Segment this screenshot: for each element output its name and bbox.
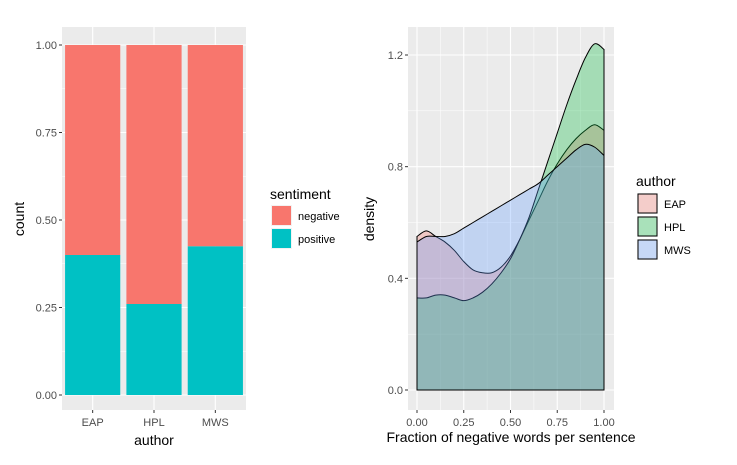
density-chart-y-ticks: 0.0 0.4 0.8 1.2 bbox=[388, 50, 408, 397]
x-tick-label: MWS bbox=[202, 417, 229, 429]
y-tick-label: 0.75 bbox=[36, 128, 57, 140]
legend-label-hpl: HPL bbox=[664, 222, 685, 234]
bar-chart-bars bbox=[65, 45, 243, 395]
bar-negative-eap bbox=[65, 45, 121, 255]
author-legend-title: author bbox=[636, 173, 676, 189]
density-chart-x-title: Fraction of negative words per sentence bbox=[386, 429, 635, 445]
x-tick-label: 1.00 bbox=[593, 417, 614, 429]
bar-chart-x-title: author bbox=[134, 432, 174, 448]
legend-key-positive bbox=[272, 229, 291, 248]
x-tick-label: 0.50 bbox=[500, 417, 521, 429]
x-tick-label: 0.25 bbox=[453, 417, 474, 429]
y-tick-label: 0.25 bbox=[36, 303, 57, 315]
bar-positive-hpl bbox=[126, 304, 182, 395]
bar-negative-mws bbox=[187, 45, 243, 247]
legend-key-bg bbox=[637, 216, 658, 237]
legend-label-negative: negative bbox=[298, 211, 340, 223]
y-tick-label: 1.2 bbox=[388, 50, 403, 62]
legend-key-hpl bbox=[637, 216, 658, 237]
bar-negative-hpl bbox=[126, 45, 182, 304]
density-chart-x-ticks: 0.00 0.25 0.50 0.75 1.00 bbox=[406, 410, 615, 429]
density-area-hpl bbox=[416, 43, 605, 391]
density-area-mws bbox=[416, 143, 605, 391]
legend-key-mws bbox=[637, 239, 658, 260]
y-tick-label: 0.8 bbox=[388, 162, 403, 174]
legend-label-mws: MWS bbox=[664, 245, 691, 257]
y-tick-label: 0.50 bbox=[36, 215, 57, 227]
y-tick-label: 0.4 bbox=[388, 273, 403, 285]
sentiment-legend: sentiment negative positive bbox=[270, 186, 340, 249]
x-tick-label: 0.75 bbox=[547, 417, 568, 429]
legend-key-eap bbox=[637, 193, 658, 214]
density-chart-y-title: density bbox=[361, 197, 377, 241]
author-legend: author EAP HPL MWS bbox=[636, 173, 691, 260]
bar-chart-x-ticks: EAP HPL MWS bbox=[82, 410, 229, 429]
legend-key-bg bbox=[637, 193, 658, 214]
bar-chart-y-ticks: 0.00 0.25 0.50 0.75 1.00 bbox=[36, 40, 62, 402]
legend-label-eap: EAP bbox=[664, 199, 686, 211]
bar-positive-mws bbox=[187, 246, 243, 395]
x-tick-label: HPL bbox=[143, 417, 164, 429]
x-tick-label: 0.00 bbox=[406, 417, 427, 429]
bar-positive-eap bbox=[65, 255, 121, 395]
y-tick-label: 0.00 bbox=[36, 390, 57, 402]
density-chart-areas bbox=[416, 43, 605, 391]
y-tick-label: 1.00 bbox=[36, 40, 57, 52]
sentiment-bar-chart: 0.00 0.25 0.50 0.75 1.00 EAP HPL MWS author co… bbox=[11, 27, 340, 448]
bar-chart-y-title: count bbox=[11, 202, 27, 236]
legend-key-bg bbox=[637, 239, 658, 260]
legend-key-negative bbox=[272, 206, 291, 225]
density-chart: 0.0 0.4 0.8 1.2 0.00 0.25 0.50 0.75 1.00 Fracti… bbox=[361, 27, 691, 445]
y-tick-label: 0.0 bbox=[388, 385, 403, 397]
sentiment-legend-title: sentiment bbox=[270, 186, 331, 202]
x-tick-label: EAP bbox=[82, 417, 104, 429]
density-area-eap bbox=[416, 124, 605, 391]
legend-label-positive: positive bbox=[298, 234, 335, 246]
